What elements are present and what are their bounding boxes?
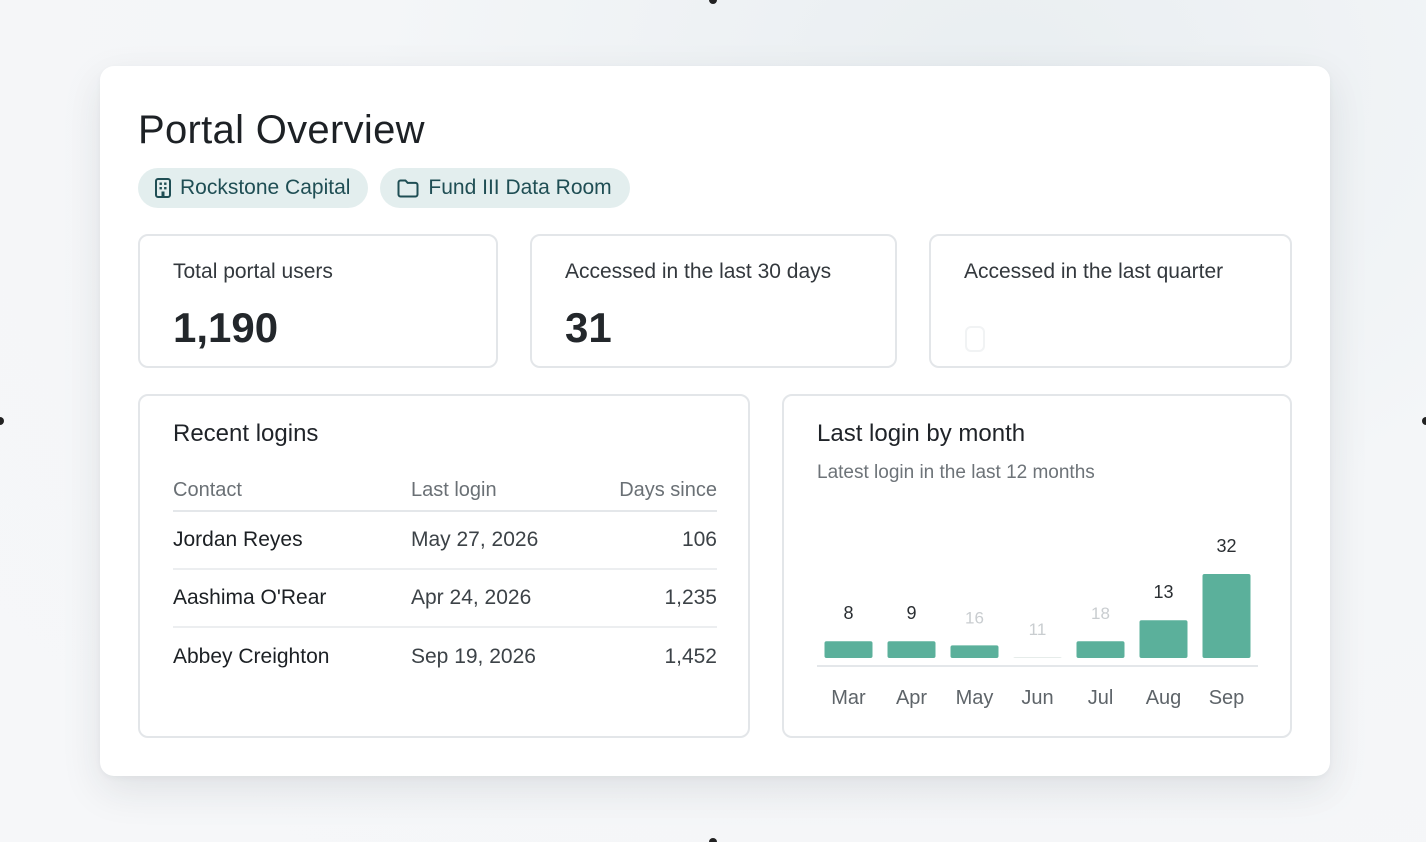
panel-subtitle: Latest login in the last 12 months — [817, 462, 1095, 483]
chart-data-label: 8 — [843, 603, 853, 623]
recent-logins-panel: Recent logins Contact Last login Days si… — [138, 394, 750, 738]
chart-x-tick-label: Mar — [831, 687, 866, 709]
stat-label: Accessed in the last quarter — [964, 260, 1224, 283]
context-chips: Rockstone Capital Fund III Data Room — [138, 168, 630, 208]
chart-bar[interactable] — [1202, 574, 1251, 658]
loading-placeholder — [965, 326, 985, 352]
chart-data-label: 32 — [1216, 536, 1236, 556]
stat-card-last-quarter: Accessed in the last quarter — [929, 234, 1292, 368]
recent-logins-table: Contact Last login Days since Jordan Rey… — [173, 470, 717, 686]
days-since-value: 1,452 — [664, 645, 717, 668]
resize-handle-left[interactable] — [0, 417, 4, 425]
chart-bar[interactable] — [950, 645, 999, 658]
folder-icon — [396, 178, 420, 198]
building-icon — [154, 177, 172, 199]
last-login-date: Sep 19, 2026 — [411, 645, 536, 668]
data-room-chip-label: Fund III Data Room — [428, 176, 612, 199]
resize-handle-right[interactable] — [1422, 417, 1426, 425]
resize-handle-bottom[interactable] — [709, 838, 717, 842]
table-header: Contact Last login Days since — [173, 470, 717, 512]
chart-x-tick-label: Sep — [1209, 687, 1245, 709]
stat-label: Total portal users — [173, 260, 333, 283]
chart-bar[interactable] — [1076, 641, 1125, 658]
chart-x-tick-label: Aug — [1146, 687, 1182, 709]
stat-card-last-30-days: Accessed in the last 30 days 31 — [530, 234, 897, 368]
last-login-date: Apr 24, 2026 — [411, 586, 532, 609]
days-since-value: 106 — [681, 528, 717, 551]
chart-data-label: 18 — [1091, 604, 1110, 623]
table-row[interactable]: Aashima O'Rear Apr 24, 2026 1,235 — [173, 570, 717, 628]
page-title: Portal Overview — [138, 108, 425, 152]
chart-data-label: 11 — [1029, 620, 1047, 639]
stat-value: 31 — [565, 304, 612, 351]
days-since-value: 1,235 — [664, 586, 717, 609]
portal-overview-card: Portal Overview Rockstone Capital — [100, 66, 1330, 776]
column-header-last-login[interactable]: Last login — [411, 478, 497, 501]
contact-name: Jordan Reyes — [173, 528, 303, 551]
chart-bar[interactable] — [887, 641, 936, 658]
column-header-days-since[interactable]: Days since — [619, 478, 717, 501]
last-login-chart-panel: Last login by month Latest login in the … — [782, 394, 1292, 738]
last-login-date: May 27, 2026 — [411, 528, 539, 551]
resize-handle-top[interactable] — [709, 0, 717, 4]
chart-data-label: 13 — [1153, 582, 1173, 602]
company-chip[interactable]: Rockstone Capital — [138, 168, 369, 208]
chart-x-tick-label: May — [956, 687, 994, 709]
panel-title: Last login by month — [817, 420, 1026, 447]
data-room-chip[interactable]: Fund III Data Room — [380, 168, 630, 208]
chart-data-label: 9 — [906, 603, 916, 623]
last-login-bar-chart: 8 Mar 9 Apr 16 May 11 Jun 18 Jul 13 Aug 32 Sep — [817, 536, 1258, 709]
contact-name: Abbey Creighton — [173, 645, 330, 668]
stat-value: 1,190 — [173, 304, 279, 351]
chart-bar[interactable] — [1013, 657, 1062, 658]
table-row[interactable]: Abbey Creighton Sep 19, 2026 1,452 — [173, 628, 717, 686]
chart-x-tick-label: Apr — [896, 687, 927, 709]
chart-x-tick-label: Jun — [1021, 687, 1053, 709]
stat-card-total-users: Total portal users 1,190 — [138, 234, 498, 368]
column-header-contact[interactable]: Contact — [173, 478, 242, 501]
company-chip-label: Rockstone Capital — [180, 176, 351, 199]
chart-bar[interactable] — [1139, 620, 1188, 658]
stat-label: Accessed in the last 30 days — [565, 260, 832, 283]
contact-name: Aashima O'Rear — [173, 586, 327, 609]
chart-data-label: 16 — [965, 608, 984, 627]
table-row[interactable]: Jordan Reyes May 27, 2026 106 — [173, 512, 717, 570]
chart-x-tick-label: Jul — [1088, 687, 1114, 709]
panel-title: Recent logins — [173, 420, 319, 447]
chart-bar[interactable] — [824, 641, 873, 658]
